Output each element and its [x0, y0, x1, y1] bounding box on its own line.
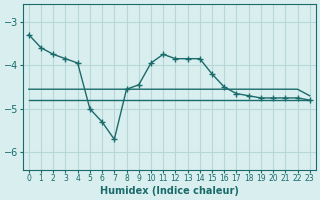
X-axis label: Humidex (Indice chaleur): Humidex (Indice chaleur) [100, 186, 239, 196]
